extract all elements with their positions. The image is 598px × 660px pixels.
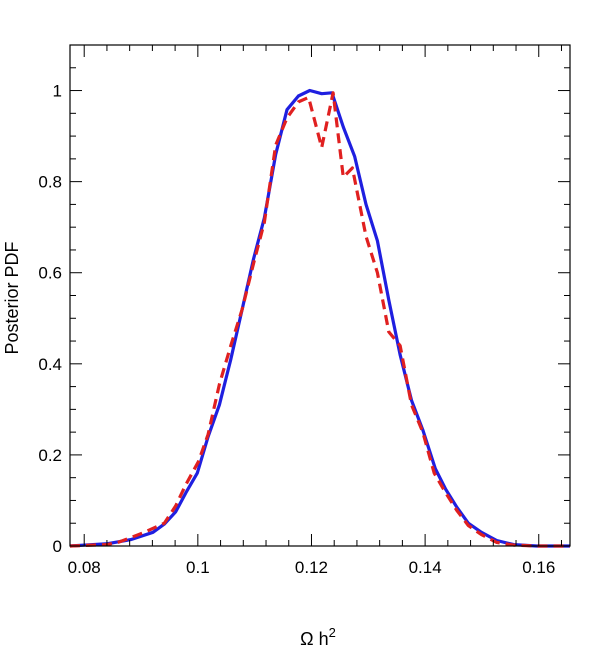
series-line-2 <box>69 91 570 548</box>
axes <box>69 44 571 547</box>
x-tick-label: 0.12 <box>295 558 328 577</box>
x-axis-label: Ω h2 <box>300 625 336 649</box>
x-tick-label: 0.16 <box>522 558 555 577</box>
plot-frame <box>69 44 571 547</box>
y-tick-label: 0.2 <box>38 446 62 465</box>
plot-area <box>69 88 570 548</box>
y-tick-label: 0.6 <box>38 264 62 283</box>
tick-labels: 0.08 0.1 0.12 0.14 0.16 0 0.2 0.4 0.6 0.8 1 <box>38 82 555 577</box>
x-axis-label-superscript: 2 <box>329 625 336 640</box>
series-line-1 <box>69 88 570 548</box>
y-tick-label: 1 <box>53 82 62 101</box>
x-tick-label: 0.08 <box>68 558 101 577</box>
y-axis-label: Posterior PDF <box>2 241 22 354</box>
x-tick-label: 0.14 <box>409 558 442 577</box>
x-tick-label: 0.1 <box>186 558 210 577</box>
y-tick-label: 0.4 <box>38 355 62 374</box>
y-tick-label: 0 <box>53 537 62 556</box>
x-axis-label-main: Ω h <box>300 629 328 649</box>
y-tick-label: 0.8 <box>38 173 62 192</box>
